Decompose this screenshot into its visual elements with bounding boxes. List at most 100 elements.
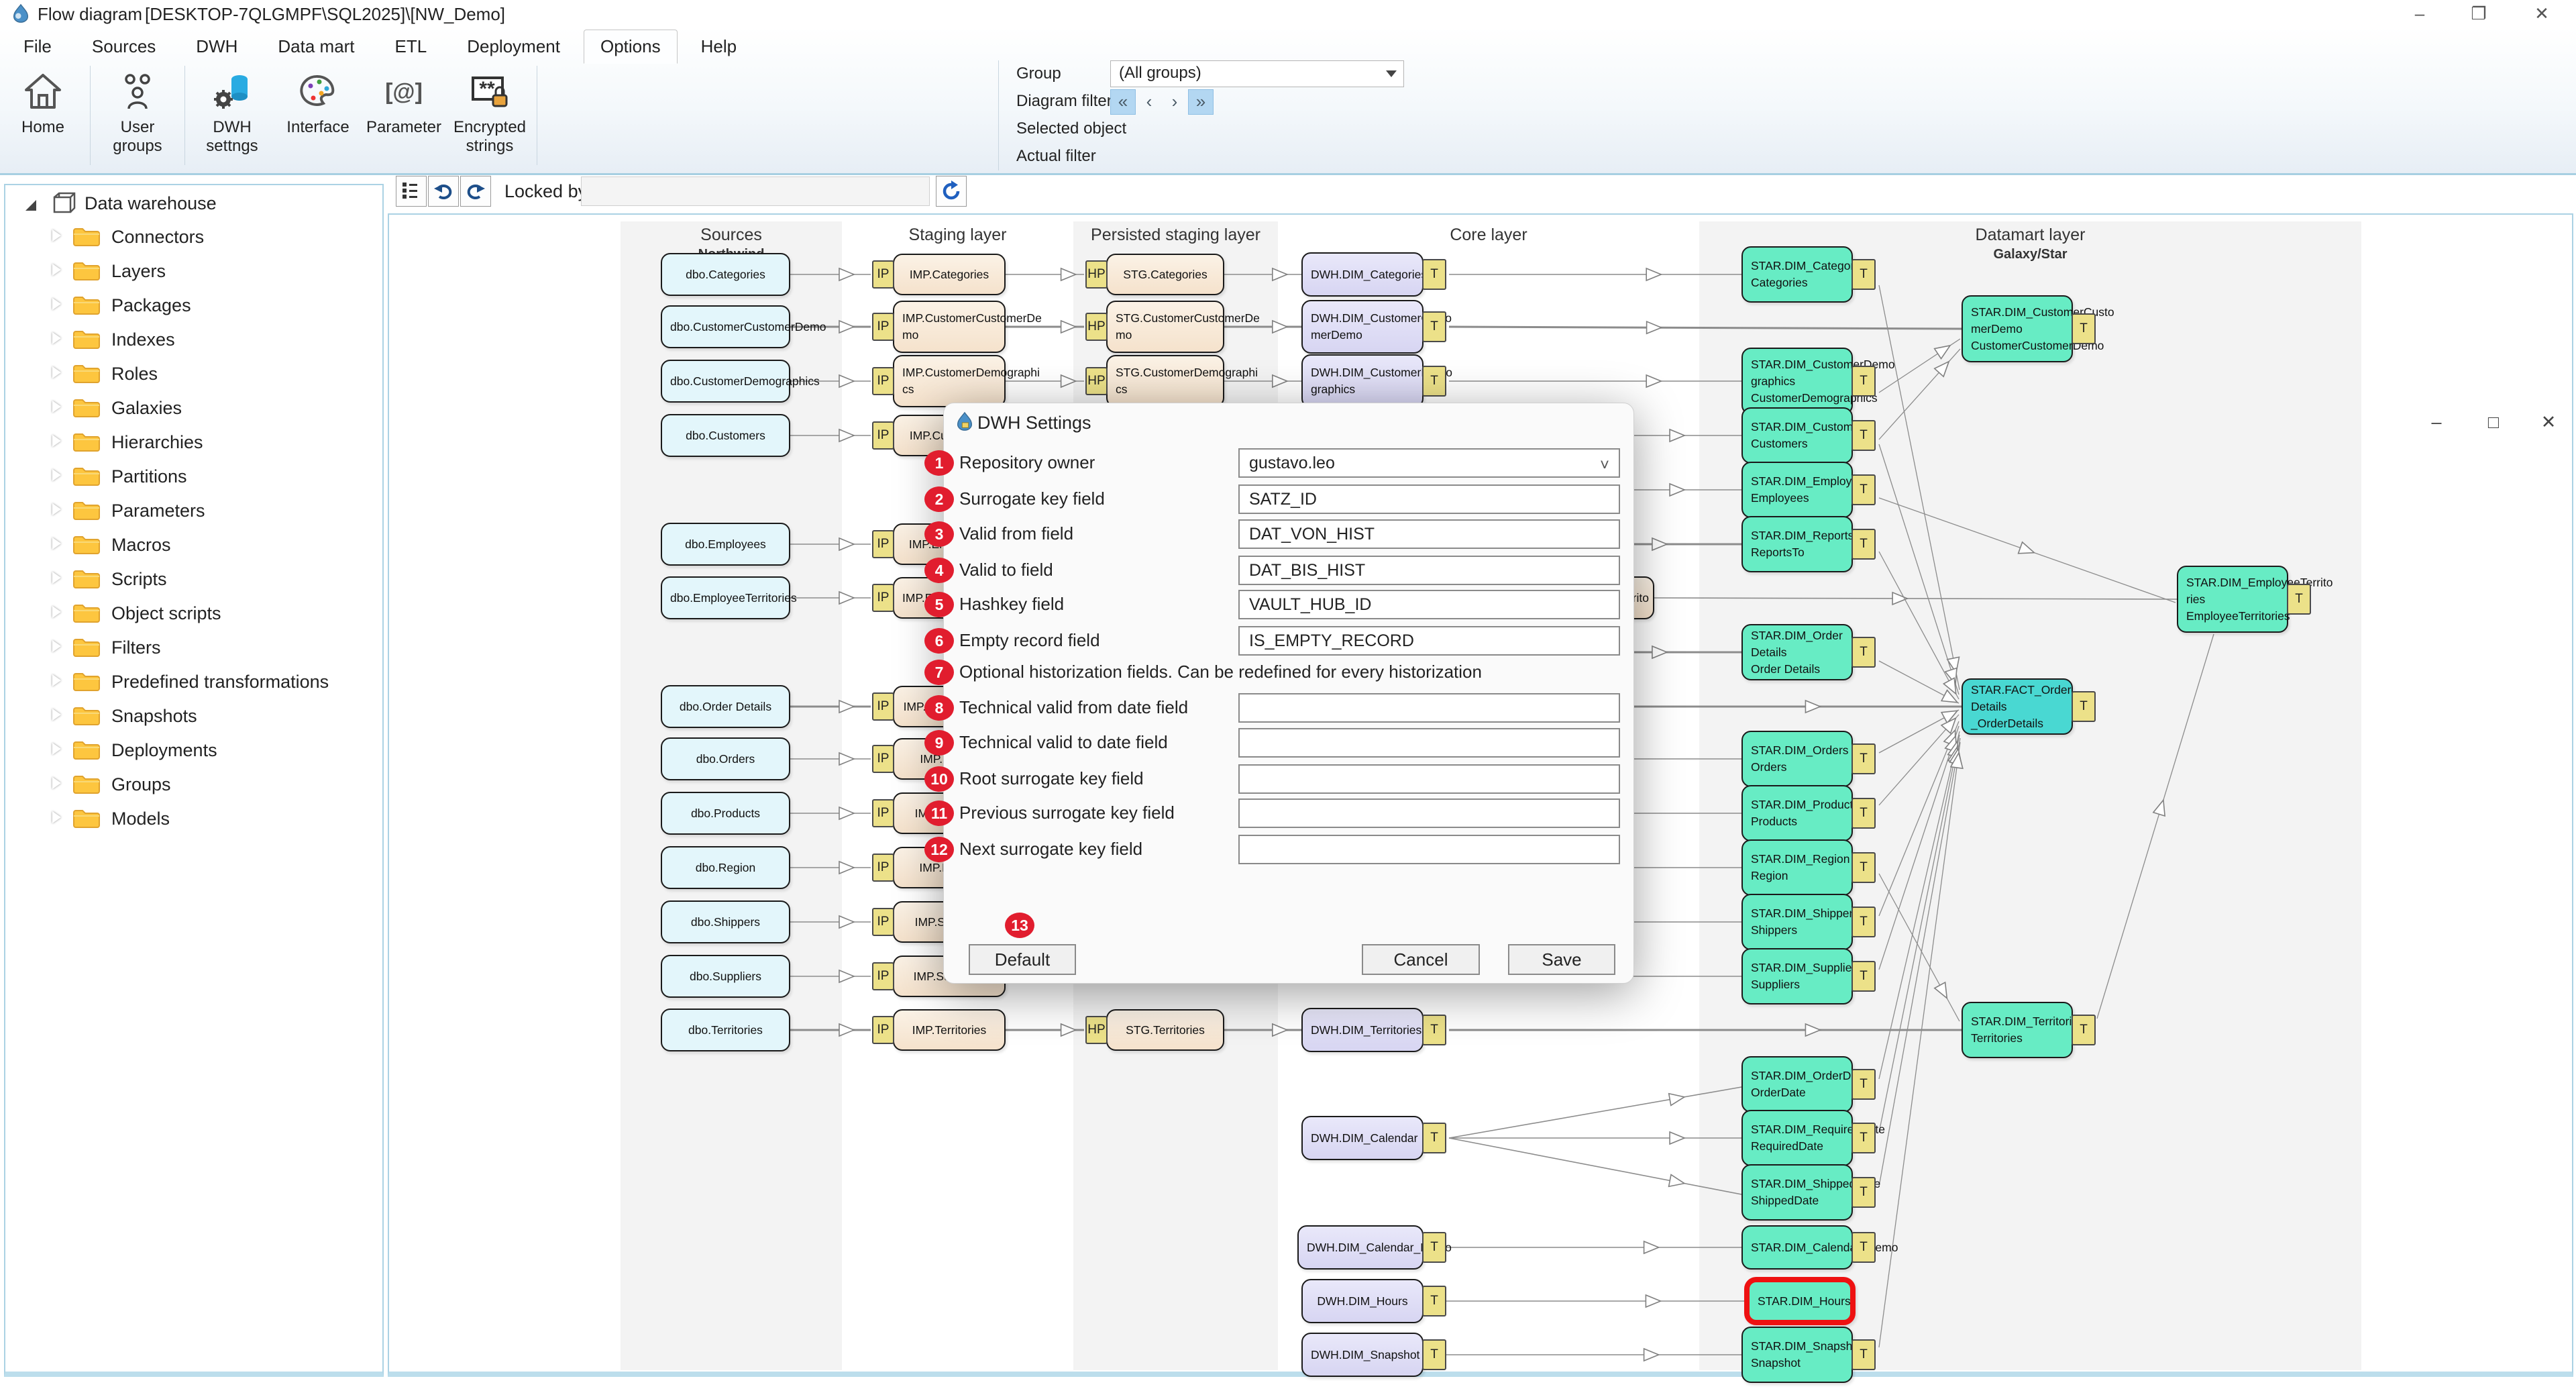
layout-list-button[interactable]	[396, 176, 427, 207]
menu-tab-dwh[interactable]: DWH	[196, 36, 238, 56]
node-dbo-orders[interactable]: dbo.Orders	[661, 737, 790, 780]
node-stg-customercustomerde-mo[interactable]: STG.CustomerCustomerDe mo HP	[1085, 301, 1260, 353]
node-tag-ip[interactable]: IP	[872, 692, 894, 721]
menu-tab-data-mart[interactable]: Data mart	[278, 36, 355, 56]
node-tag-ip[interactable]: IP	[872, 908, 894, 936]
node-tag-t[interactable]: T	[1851, 366, 1876, 397]
node-tag-ip[interactable]: IP	[872, 962, 894, 990]
expander-closed-icon[interactable]	[52, 709, 61, 721]
dialog-field-valid-to-field[interactable]: DAT_BIS_HIST	[1238, 556, 1620, 585]
node-tag-t[interactable]: T	[1422, 366, 1446, 397]
node-stg-customerdemographi-cs[interactable]: STG.CustomerDemographi cs HP	[1085, 355, 1258, 407]
sidebar-item-indexes[interactable]: Indexes	[5, 325, 381, 358]
node-imp-customercustomerde-mo[interactable]: IMP.CustomerCustomerDe mo IP	[872, 301, 1042, 353]
node-tag-t[interactable]: T	[1851, 961, 1876, 992]
node-tag-t[interactable]: T	[1851, 1232, 1876, 1263]
expander-closed-icon[interactable]	[52, 435, 61, 447]
sidebar-item-galaxies[interactable]: Galaxies	[5, 394, 381, 426]
node-tag-hp[interactable]: HP	[1085, 367, 1108, 395]
menu-tab-help[interactable]: Help	[700, 36, 737, 56]
sidebar-item-deployments[interactable]: Deployments	[5, 736, 381, 768]
node-tag-t[interactable]: T	[1851, 852, 1876, 883]
node-dwh-dim-snapshot[interactable]: DWH.DIM_Snapshot T	[1301, 1333, 1446, 1377]
node-dbo-categories[interactable]: dbo.Categories	[661, 253, 790, 296]
node-tag-t[interactable]: T	[1851, 1123, 1876, 1153]
sidebar-item-groups[interactable]: Groups	[5, 770, 381, 803]
node-dbo-products[interactable]: dbo.Products	[661, 792, 790, 835]
node-star-dim-employeeterrito-ries-employeeterritories[interactable]: STAR.DIM_EmployeeTerrito ries EmployeeTerr…	[2177, 566, 2333, 633]
node-tag-ip[interactable]: IP	[872, 421, 894, 450]
dialog-field-repository-owner[interactable]: gustavo.leo ˅	[1238, 448, 1620, 478]
node-star-dim-snapshot-snapshot[interactable]: STAR.DIM_Snapshot Snapshot T	[1741, 1327, 1876, 1383]
node-star-dim-customerdemo-graphics-customerdemographics[interactable]: STAR.DIM_CustomerDemo graphics CustomerDem…	[1741, 348, 1895, 415]
node-star-dim-products-products[interactable]: STAR.DIM_Products Products T	[1741, 785, 1876, 841]
node-star-dim-customercusto-merdemo-customercustomerdemo[interactable]: STAR.DIM_CustomerCusto merDemo CustomerCus…	[1962, 295, 2114, 362]
expander-closed-icon[interactable]	[52, 366, 61, 378]
node-star-dim-calendar-demo[interactable]: STAR.DIM_Calendar_Demo T	[1741, 1225, 1898, 1270]
node-imp-categories[interactable]: IMP.Categories IP	[872, 254, 1006, 295]
node-star-dim-employees-employees[interactable]: STAR.DIM_Employees Employees T	[1741, 462, 1876, 518]
node-star-dim-shippers-shippers[interactable]: STAR.DIM_Shippers Shippers T	[1741, 894, 1876, 950]
minimize-button[interactable]: –	[2414, 3, 2425, 23]
dialog-field-previous-surrogate-key-field[interactable]	[1238, 798, 1620, 828]
save-button[interactable]: Save	[1508, 944, 1615, 975]
node-star-dim-order-details-order-details[interactable]: STAR.DIM_Order Details Order Details T	[1741, 624, 1876, 680]
group-combobox[interactable]: (All groups)	[1110, 60, 1404, 87]
ribbon-button-encrypted-strings[interactable]: ** Encrypted strings	[447, 62, 533, 169]
node-tag-t[interactable]: T	[1851, 1069, 1876, 1100]
menu-tab-etl[interactable]: ETL	[394, 36, 427, 56]
default-button[interactable]: Default	[969, 944, 1076, 975]
node-tag-t[interactable]: T	[1851, 1339, 1876, 1370]
node-tag-t[interactable]: T	[2287, 584, 2311, 615]
node-star-dim-hours[interactable]: STAR.DIM_Hours	[1744, 1277, 1856, 1325]
ribbon-button-user-groups[interactable]: User groups	[95, 62, 180, 169]
sidebar-item-packages[interactable]: Packages	[5, 291, 381, 323]
sidebar-item-scripts[interactable]: Scripts	[5, 565, 381, 597]
dialog-close-button[interactable]: ✕	[2540, 412, 2557, 432]
node-dbo-shippers[interactable]: dbo.Shippers	[661, 900, 790, 943]
close-button[interactable]: ✕	[2534, 3, 2549, 23]
dialog-field-next-surrogate-key-field[interactable]	[1238, 835, 1620, 864]
diagram-filter-nav-1[interactable]: ‹	[1146, 91, 1152, 111]
sidebar-item-parameters[interactable]: Parameters	[5, 497, 381, 529]
locked-by-field[interactable]	[581, 176, 930, 206]
expander-closed-icon[interactable]	[52, 674, 61, 686]
node-tag-ip[interactable]: IP	[872, 854, 894, 882]
diagram-filter-nav-2[interactable]: ›	[1171, 91, 1178, 111]
node-dwh-dim-customercusto-merdemo[interactable]: DWH.DIM_CustomerCusto merDemo T	[1301, 300, 1452, 354]
expander-closed-icon[interactable]	[52, 777, 61, 789]
refresh-button[interactable]	[936, 176, 967, 207]
node-tag-hp[interactable]: HP	[1085, 313, 1108, 341]
node-star-dim-requireddate-requireddate[interactable]: STAR.DIM_RequiredDate RequiredDate T	[1741, 1110, 1885, 1166]
sidebar-item-predefined-transformations[interactable]: Predefined transformations	[5, 668, 381, 700]
undo-button[interactable]	[428, 176, 459, 207]
restore-button[interactable]: ❐	[2471, 3, 2487, 23]
expander-closed-icon[interactable]	[52, 229, 61, 242]
node-dbo-customercustomerdemo[interactable]: dbo.CustomerCustomerDemo	[661, 305, 826, 348]
expander-closed-icon[interactable]	[52, 332, 61, 344]
expander-closed-icon[interactable]	[52, 537, 61, 550]
node-star-dim-customers-customers[interactable]: STAR.DIM_Customers Customers T	[1741, 407, 1876, 464]
node-star-dim-reportsto-reportsto[interactable]: STAR.DIM_ReportsTo ReportsTo T	[1741, 516, 1876, 572]
menu-tab-deployment[interactable]: Deployment	[467, 36, 560, 56]
node-tag-t[interactable]: T	[1422, 1123, 1446, 1153]
expander-closed-icon[interactable]	[52, 264, 61, 276]
ribbon-button-parameter[interactable]: [@] Parameter	[361, 62, 447, 169]
node-tag-t[interactable]: T	[1851, 743, 1876, 774]
node-star-dim-territories-territories[interactable]: STAR.DIM_Territories Territories T	[1962, 1002, 2096, 1058]
node-tag-t[interactable]: T	[1422, 1286, 1446, 1317]
sidebar-item-connectors[interactable]: Connectors	[5, 223, 381, 255]
node-tag-t[interactable]: T	[1851, 637, 1876, 668]
node-dwh-dim-calendar[interactable]: DWH.DIM_Calendar T	[1301, 1116, 1446, 1160]
expander-closed-icon[interactable]	[52, 401, 61, 413]
node-dwh-dim-customerdemo-graphics[interactable]: DWH.DIM_CustomerDemo graphics T	[1301, 354, 1452, 408]
node-tag-ip[interactable]: IP	[872, 313, 894, 341]
node-imp-territories[interactable]: IMP.Territories IP	[872, 1009, 1006, 1051]
node-dbo-region[interactable]: dbo.Region	[661, 846, 790, 889]
node-dbo-employeeterritories[interactable]: dbo.EmployeeTerritories	[661, 576, 797, 619]
node-tag-ip[interactable]: IP	[872, 1016, 894, 1044]
diagram-filter-nav-3[interactable]: »	[1188, 89, 1214, 115]
node-tag-t[interactable]: T	[1422, 1015, 1446, 1045]
sidebar-item-models[interactable]: Models	[5, 805, 381, 837]
sidebar-item-macros[interactable]: Macros	[5, 531, 381, 563]
